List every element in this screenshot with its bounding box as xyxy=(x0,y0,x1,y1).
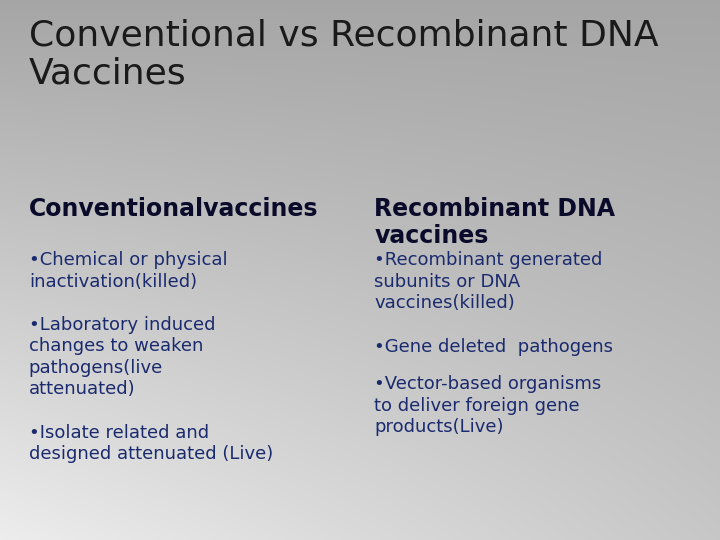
Text: Recombinant DNA
vaccines: Recombinant DNA vaccines xyxy=(374,197,616,248)
Text: •Chemical or physical
inactivation(killed): •Chemical or physical inactivation(kille… xyxy=(29,251,228,291)
Text: •Isolate related and
designed attenuated (Live): •Isolate related and designed attenuated… xyxy=(29,424,273,463)
Text: •Recombinant generated
subunits or DNA
vaccines(killed): •Recombinant generated subunits or DNA v… xyxy=(374,251,603,312)
Text: •Vector-based organisms
to deliver foreign gene
products(Live): •Vector-based organisms to deliver forei… xyxy=(374,375,602,436)
Text: Conventional vs Recombinant DNA
Vaccines: Conventional vs Recombinant DNA Vaccines xyxy=(29,19,658,91)
Text: Conventionalvaccines: Conventionalvaccines xyxy=(29,197,318,221)
Text: •Laboratory induced
changes to weaken
pathogens(live
attenuated): •Laboratory induced changes to weaken pa… xyxy=(29,316,215,399)
Text: •Gene deleted  pathogens: •Gene deleted pathogens xyxy=(374,338,613,355)
